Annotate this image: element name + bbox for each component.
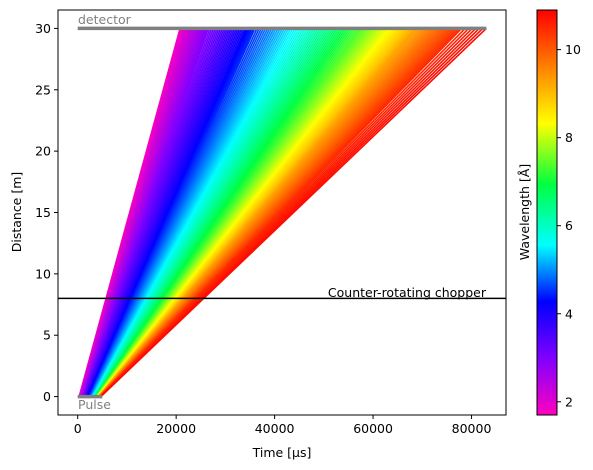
y-tick-label: 25 — [35, 82, 51, 97]
y-tick-label: 0 — [43, 389, 51, 404]
reference-lines — [58, 26, 506, 399]
colorbar-tick-label: 2 — [565, 394, 573, 409]
pulse-label: Pulse — [78, 397, 111, 412]
colorbar-tick-label: 6 — [565, 218, 573, 233]
y-axis-ticks: 0 5 10 15 20 25 30 — [35, 21, 58, 404]
plot-area: 0 20000 40000 60000 80000 0 5 10 15 20 25 30 Time … — [9, 9, 507, 460]
x-tick-label: 20000 — [156, 421, 196, 436]
y-tick-label: 5 — [43, 328, 51, 343]
y-tick-label: 20 — [35, 144, 51, 159]
y-tick-label: 10 — [35, 266, 51, 281]
y-tick-label: 15 — [35, 205, 51, 220]
colorbar-tick-label: 4 — [565, 306, 573, 321]
x-axis-ticks: 0 20000 40000 60000 80000 — [74, 415, 492, 436]
detector-label: detector — [78, 12, 132, 27]
x-tick-label: 80000 — [452, 421, 492, 436]
colorbar-label: Wavelength [Å] — [517, 164, 532, 260]
neutron-ray-161 — [100, 27, 487, 398]
colorbar-gradient — [536, 9, 558, 416]
chopper-label: Counter-rotating chopper — [328, 285, 487, 300]
colorbar-tick-label: 10 — [565, 42, 581, 57]
y-tick-label: 30 — [35, 21, 51, 36]
colorbar: 2 4 6 8 10 Wavelength [Å] — [517, 9, 581, 416]
x-axis-label: Time [µs] — [252, 445, 312, 460]
colorbar-ticks: 2 4 6 8 10 — [557, 42, 581, 409]
x-tick-label: 0 — [74, 421, 82, 436]
x-tick-label: 40000 — [255, 421, 295, 436]
y-axis-label: Distance [m] — [9, 172, 24, 253]
colorbar-tick-label: 8 — [565, 130, 573, 145]
x-tick-label: 60000 — [353, 421, 393, 436]
neutron-rays — [78, 27, 487, 398]
